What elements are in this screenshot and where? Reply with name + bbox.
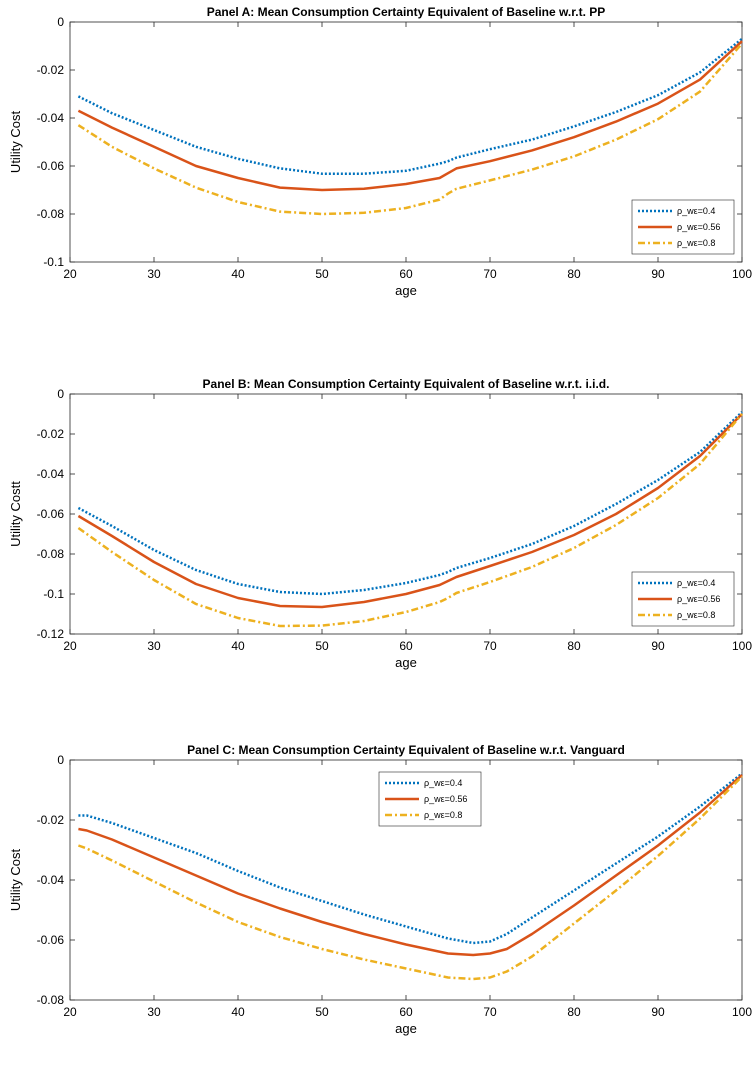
legend-label-3: ρ_wε=0.8 <box>677 610 715 620</box>
y-tick-label: -0.02 <box>37 813 65 827</box>
panel-2: Panel B: Mean Consumption Certainty Equi… <box>8 377 752 670</box>
x-tick-label: 30 <box>147 267 161 281</box>
y-tick-label: -0.08 <box>37 993 65 1007</box>
series-line-2 <box>77 413 743 609</box>
series-line-3 <box>77 42 743 216</box>
y-tick-label: 0 <box>57 387 64 401</box>
y-axis-label: Utility Cost <box>8 849 23 912</box>
y-tick-label: -0.04 <box>37 111 65 125</box>
y-axis-label: Utility Cost <box>8 111 23 174</box>
x-tick-label: 70 <box>483 639 497 653</box>
x-tick-label: 80 <box>567 639 581 653</box>
y-tick-label: 0 <box>57 753 64 767</box>
x-tick-label: 60 <box>399 1005 413 1019</box>
x-tick-label: 50 <box>315 639 329 653</box>
x-tick-label: 50 <box>315 267 329 281</box>
chart-title: Panel C: Mean Consumption Certainty Equi… <box>187 743 625 757</box>
y-tick-label: -0.04 <box>37 467 65 481</box>
panel-3: Panel C: Mean Consumption Certainty Equi… <box>8 743 752 1036</box>
x-tick-label: 90 <box>651 1005 665 1019</box>
x-tick-label: 60 <box>399 267 413 281</box>
x-tick-label: 60 <box>399 639 413 653</box>
x-tick-label: 80 <box>567 267 581 281</box>
legend-label-3: ρ_wε=0.8 <box>677 238 715 248</box>
x-tick-label: 40 <box>231 639 245 653</box>
legend-label-3: ρ_wε=0.8 <box>424 810 462 820</box>
legend-label-1: ρ_wε=0.4 <box>424 778 462 788</box>
legend-label-1: ρ_wε=0.4 <box>677 206 715 216</box>
y-tick-label: -0.1 <box>43 255 64 269</box>
panel-1: Panel A: Mean Consumption Certainty Equi… <box>8 5 752 298</box>
x-tick-label: 90 <box>651 267 665 281</box>
series-line-2 <box>78 774 743 957</box>
y-tick-label: -0.02 <box>37 427 65 441</box>
x-tick-label: 20 <box>63 267 77 281</box>
x-tick-label: 90 <box>651 639 665 653</box>
x-tick-label: 20 <box>63 639 77 653</box>
y-tick-label: -0.1 <box>43 587 64 601</box>
x-tick-label: 20 <box>63 1005 77 1019</box>
x-axis-label: age <box>395 283 417 298</box>
legend-label-1: ρ_wε=0.4 <box>677 578 715 588</box>
series-line-2 <box>77 40 743 192</box>
x-tick-label: 70 <box>483 1005 497 1019</box>
x-tick-label: 50 <box>315 1005 329 1019</box>
series-line-1 <box>78 772 743 945</box>
legend-label-2: ρ_wε=0.56 <box>424 794 467 804</box>
y-tick-label: -0.06 <box>37 507 65 521</box>
x-tick-label: 100 <box>732 639 752 653</box>
x-tick-label: 100 <box>732 1005 752 1019</box>
series-line-3 <box>77 413 743 628</box>
x-tick-label: 80 <box>567 1005 581 1019</box>
legend: ρ_wε=0.4 ρ_wε=0.56 ρ_wε=0.8 <box>378 771 482 827</box>
y-tick-label: -0.06 <box>37 159 65 173</box>
x-tick-label: 30 <box>147 1005 161 1019</box>
y-tick-label: -0.08 <box>37 207 65 221</box>
y-tick-label: -0.12 <box>37 627 65 641</box>
x-tick-label: 70 <box>483 267 497 281</box>
series-line-1 <box>77 37 743 175</box>
legend: ρ_wε=0.4 ρ_wε=0.56 ρ_wε=0.8 <box>631 571 735 627</box>
legend-label-2: ρ_wε=0.56 <box>677 222 720 232</box>
legend: ρ_wε=0.4 ρ_wε=0.56 ρ_wε=0.8 <box>631 199 735 255</box>
x-axis-label: age <box>395 655 417 670</box>
y-tick-label: -0.02 <box>37 63 65 77</box>
chart-title: Panel A: Mean Consumption Certainty Equi… <box>207 5 606 19</box>
y-axis-label: Utility Costt <box>8 481 23 547</box>
y-tick-label: 0 <box>57 15 64 29</box>
x-tick-label: 100 <box>732 267 752 281</box>
series-line-1 <box>77 411 743 596</box>
y-tick-label: -0.08 <box>37 547 65 561</box>
y-tick-label: -0.04 <box>37 873 65 887</box>
x-tick-label: 30 <box>147 639 161 653</box>
x-tick-label: 40 <box>231 267 245 281</box>
y-tick-label: -0.06 <box>37 933 65 947</box>
legend-label-2: ρ_wε=0.56 <box>677 594 720 604</box>
x-tick-label: 40 <box>231 1005 245 1019</box>
series-line-3 <box>77 775 743 981</box>
chart-title: Panel B: Mean Consumption Certainty Equi… <box>203 377 610 391</box>
x-axis-label: age <box>395 1021 417 1036</box>
